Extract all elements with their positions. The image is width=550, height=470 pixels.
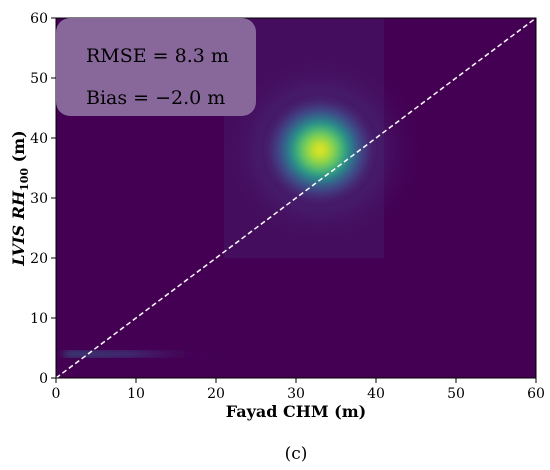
x-tick-label: 50: [447, 386, 465, 402]
y-axis: 0 10 20 30 40 50 60: [30, 11, 56, 387]
x-axis: 0 10 20 30 40 50 60: [52, 378, 545, 402]
panel-label: (c): [285, 444, 308, 464]
y-tick-label: 40: [30, 131, 48, 147]
x-tick-label: 60: [527, 386, 545, 402]
y-tick-label: 10: [30, 311, 48, 327]
bias-annotation: Bias = −2.0 m: [86, 87, 225, 109]
x-tick-label: 20: [207, 386, 225, 402]
low-density-band: [64, 351, 216, 357]
x-axis-title: Fayad CHM (m): [226, 402, 366, 421]
y-tick-label: 50: [30, 71, 48, 87]
y-tick-label: 20: [30, 251, 48, 267]
y-tick-label: 30: [30, 191, 48, 207]
y-tick-label: 0: [39, 371, 48, 387]
x-tick-label: 30: [287, 386, 305, 402]
y-axis-title-subscript: 100: [18, 168, 31, 191]
y-axis-title-main: LVIS RH: [9, 190, 28, 267]
x-tick-label: 10: [127, 386, 145, 402]
stats-box: [56, 18, 256, 116]
x-tick-label: 40: [367, 386, 385, 402]
rmse-annotation: RMSE = 8.3 m: [86, 45, 229, 67]
y-axis-title-unit: (m): [9, 130, 28, 168]
x-tick-label: 0: [52, 386, 61, 402]
one-to-one-line: [56, 18, 536, 378]
y-axis-title: LVIS RH100 (m): [9, 130, 31, 266]
density-peak: [264, 96, 376, 204]
y-tick-label: 60: [30, 11, 48, 27]
